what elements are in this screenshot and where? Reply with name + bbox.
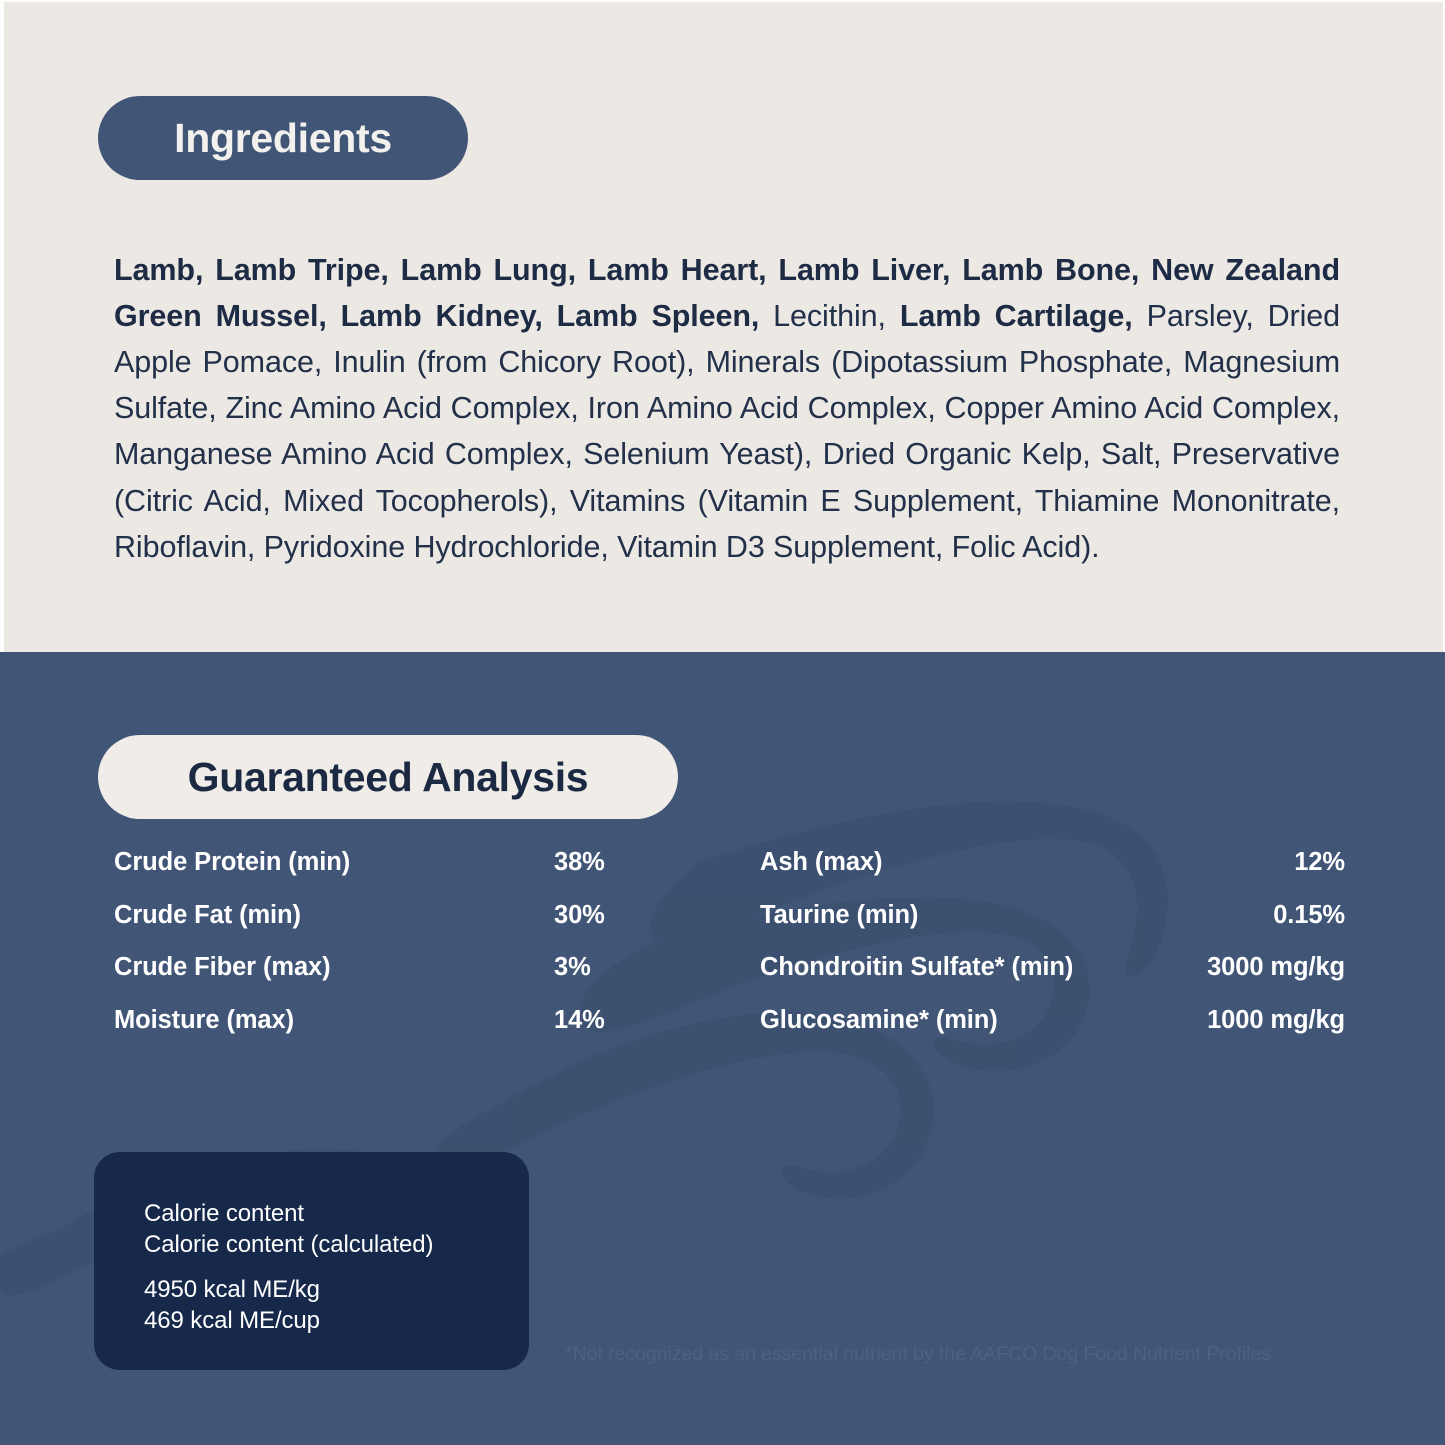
guaranteed-analysis-row: Ash (max) 12%: [760, 848, 1345, 901]
nutrient-value: 0.15%: [1273, 900, 1345, 929]
calorie-label-1: Calorie content: [144, 1200, 304, 1227]
ingredient-run-regular: Lecithin,: [759, 298, 900, 333]
calorie-value-2: 469 kcal ME/cup: [144, 1307, 320, 1334]
guaranteed-analysis-section: Guaranteed Analysis Crude Protein (min) 3…: [0, 652, 1445, 1445]
nutrient-value: 30%: [554, 900, 605, 929]
ingredient-run-regular: Parsley, Dried Apple Pomace, Inulin (fro…: [114, 298, 1341, 564]
guaranteed-analysis-row: Moisture (max) 14%: [114, 1006, 674, 1059]
ingredients-heading-pill: Ingredients: [98, 96, 468, 180]
nutrient-value: 1000 mg/kg: [1207, 1005, 1345, 1034]
nutrient-name: Crude Protein (min): [114, 848, 351, 876]
guaranteed-analysis-row: Chondroitin Sulfate* (min) 3000 mg/kg: [760, 953, 1345, 1006]
nutrient-value: 38%: [554, 848, 605, 876]
ingredients-heading-label: Ingredients: [174, 114, 392, 161]
guaranteed-analysis-row: Crude Fiber (max) 3%: [114, 953, 674, 1006]
ingredient-run-bold: Lamb, Lamb Tripe, Lamb Lung, Lamb Heart,…: [114, 252, 1340, 333]
guaranteed-analysis-row: Glucosamine* (min) 1000 mg/kg: [760, 1006, 1345, 1059]
calorie-content-box: Calorie content Calorie content (calcula…: [94, 1152, 529, 1370]
nutrient-value: 3000 mg/kg: [1207, 953, 1345, 981]
nutrient-name: Chondroitin Sulfate* (min): [760, 953, 1074, 981]
nutrient-name: Taurine (min): [760, 900, 919, 929]
ingredients-text: Lamb, Lamb Tripe, Lamb Lung, Lamb Heart,…: [114, 247, 1340, 570]
nutrient-name: Glucosamine* (min): [760, 1005, 998, 1034]
nutrient-name: Ash (max): [760, 848, 883, 876]
guaranteed-analysis-heading-label: Guaranteed Analysis: [187, 753, 589, 800]
guaranteed-analysis-row: Crude Protein (min) 38%: [114, 848, 674, 901]
aafco-footnote: *Not recognized as an essential nutrient…: [565, 1343, 1271, 1365]
ingredient-run-bold: Lamb Cartilage,: [899, 298, 1133, 333]
calorie-spacer: [144, 1260, 529, 1274]
guaranteed-analysis-right-column: Ash (max) 12% Taurine (min) 0.15% Chondroiti…: [760, 848, 1345, 1058]
guaranteed-analysis-row: Crude Fat (min) 30%: [114, 901, 674, 954]
nutrient-value: 14%: [554, 1005, 605, 1034]
nutrient-name: Crude Fiber (max): [114, 953, 331, 981]
nutrient-name: Crude Fat (min): [114, 900, 301, 929]
nutrient-value: 12%: [1294, 848, 1345, 876]
guaranteed-analysis-heading-pill: Guaranteed Analysis: [98, 735, 678, 819]
nutrient-name: Moisture (max): [114, 1005, 294, 1034]
nutrient-value: 3%: [554, 953, 591, 981]
guaranteed-analysis-left-column: Crude Protein (min) 38% Crude Fat (min) 30%…: [114, 848, 674, 1058]
calorie-value-1: 4950 kcal ME/kg: [144, 1276, 320, 1303]
ingredients-section: Ingredients Lamb, Lamb Tripe, Lamb Lung,…: [0, 0, 1445, 652]
guaranteed-analysis-row: Taurine (min) 0.15%: [760, 901, 1345, 954]
calorie-label-2: Calorie content (calculated): [144, 1231, 434, 1258]
